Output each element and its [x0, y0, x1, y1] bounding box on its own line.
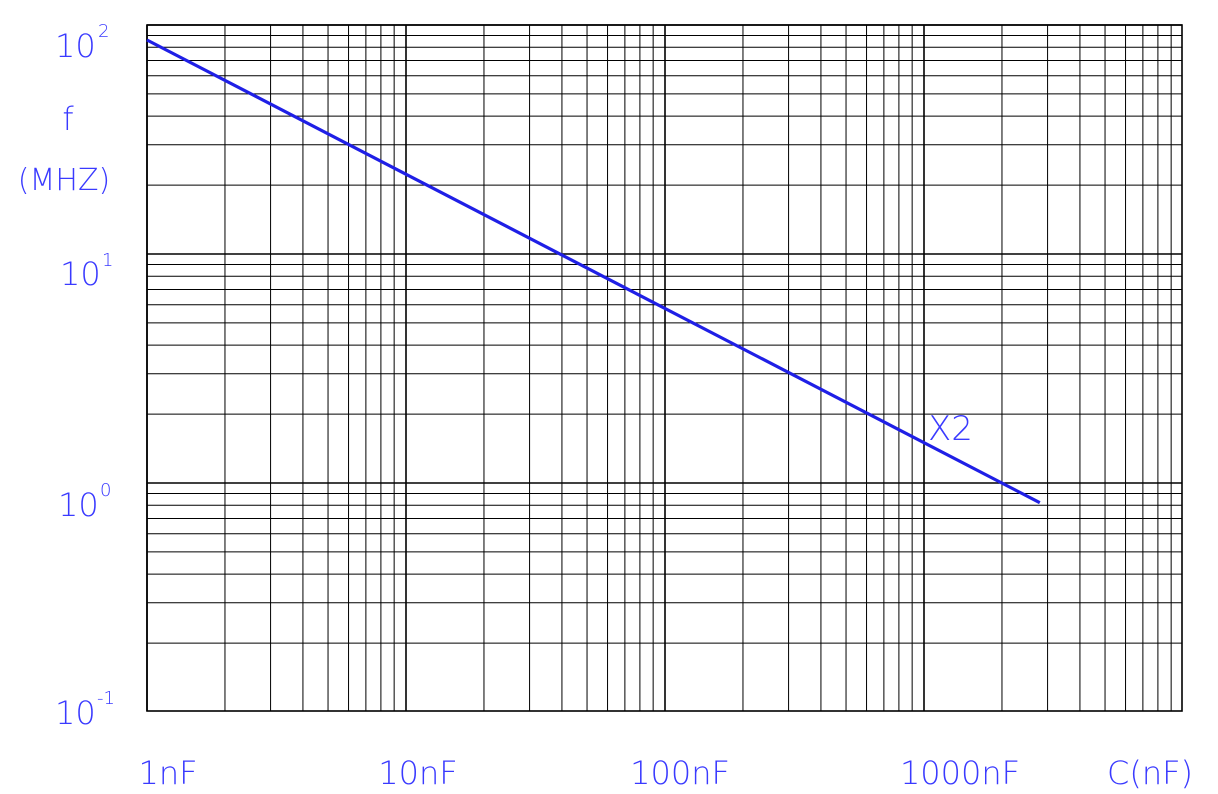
y-tick-exponent: 0	[100, 480, 111, 501]
y-tick-label-1: 10 0	[58, 480, 111, 524]
y-tick-base: 10	[60, 255, 101, 293]
y-tick-exponent: 2	[98, 21, 109, 42]
series-line-x2	[146, 38, 1041, 505]
x-tick-labels: 1nF 10nF 100nF 1000nF C(nF)	[138, 754, 1193, 792]
y-tick-label-10: 10 1	[60, 250, 113, 293]
x-tick-label-10nf: 10nF	[378, 754, 457, 792]
series-label-x2: X2	[928, 409, 973, 449]
y-axis-title: f (MHZ)	[18, 100, 110, 198]
y-tick-labels: 10 2 10 1 10 0 10 -1	[55, 21, 115, 732]
y-axis-title-line1: f	[62, 100, 74, 138]
y-tick-exponent: 1	[102, 250, 113, 271]
x-tick-label-1000nf: 1000nF	[900, 754, 1020, 792]
y-tick-label-100: 10 2	[55, 21, 109, 65]
series-layer	[146, 38, 1041, 505]
y-tick-base: 10	[55, 27, 96, 65]
y-tick-exponent: -1	[97, 688, 115, 709]
plot-grid	[146, 24, 1183, 712]
x-axis-unit-label: C(nF)	[1107, 754, 1193, 792]
plot-frame	[146, 24, 1183, 712]
y-tick-base: 10	[55, 694, 96, 732]
x-tick-label-100nf: 100nF	[630, 754, 730, 792]
x-tick-label-1nf: 1nF	[138, 754, 197, 792]
y-tick-base: 10	[58, 486, 99, 524]
y-tick-label-0.1: 10 -1	[55, 688, 115, 732]
y-axis-title-line2: (MHZ)	[18, 163, 110, 198]
